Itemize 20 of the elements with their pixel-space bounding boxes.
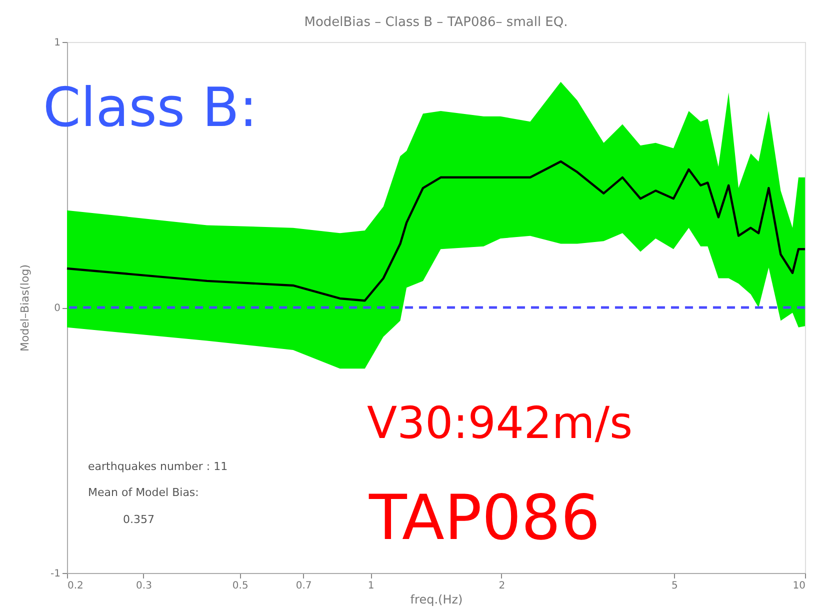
annotation: V30:942m/s: [367, 398, 633, 449]
x-tick-label: 0.3: [136, 580, 152, 592]
y-tick-label: -1: [50, 568, 60, 580]
x-tick-label: 2: [498, 580, 506, 592]
annotation: earthquakes number : 11: [88, 460, 228, 473]
x-axis-title: freq.(Hz): [410, 592, 463, 606]
annotation: 0.357: [123, 513, 154, 526]
x-tick-label: 0.2: [68, 580, 84, 592]
x-tick-label: 5: [672, 580, 678, 592]
y-tick-label: 1: [54, 38, 60, 48]
x-tick-label: 10: [792, 580, 806, 592]
x-tick-label: 0.7: [296, 580, 312, 592]
y-axis-title: Model–Bias(log): [18, 264, 32, 352]
annotation: Class B:: [43, 76, 258, 139]
chart-title: ModelBias – Class B – TAP086– small EQ.: [304, 15, 568, 30]
x-tick-label: 0.5: [232, 580, 248, 592]
annotation: Mean of Model Bias:: [88, 486, 199, 499]
x-tick-label: 1: [368, 580, 374, 592]
y-tick-label: 0: [54, 303, 60, 314]
annotation: TAP086: [368, 481, 600, 554]
